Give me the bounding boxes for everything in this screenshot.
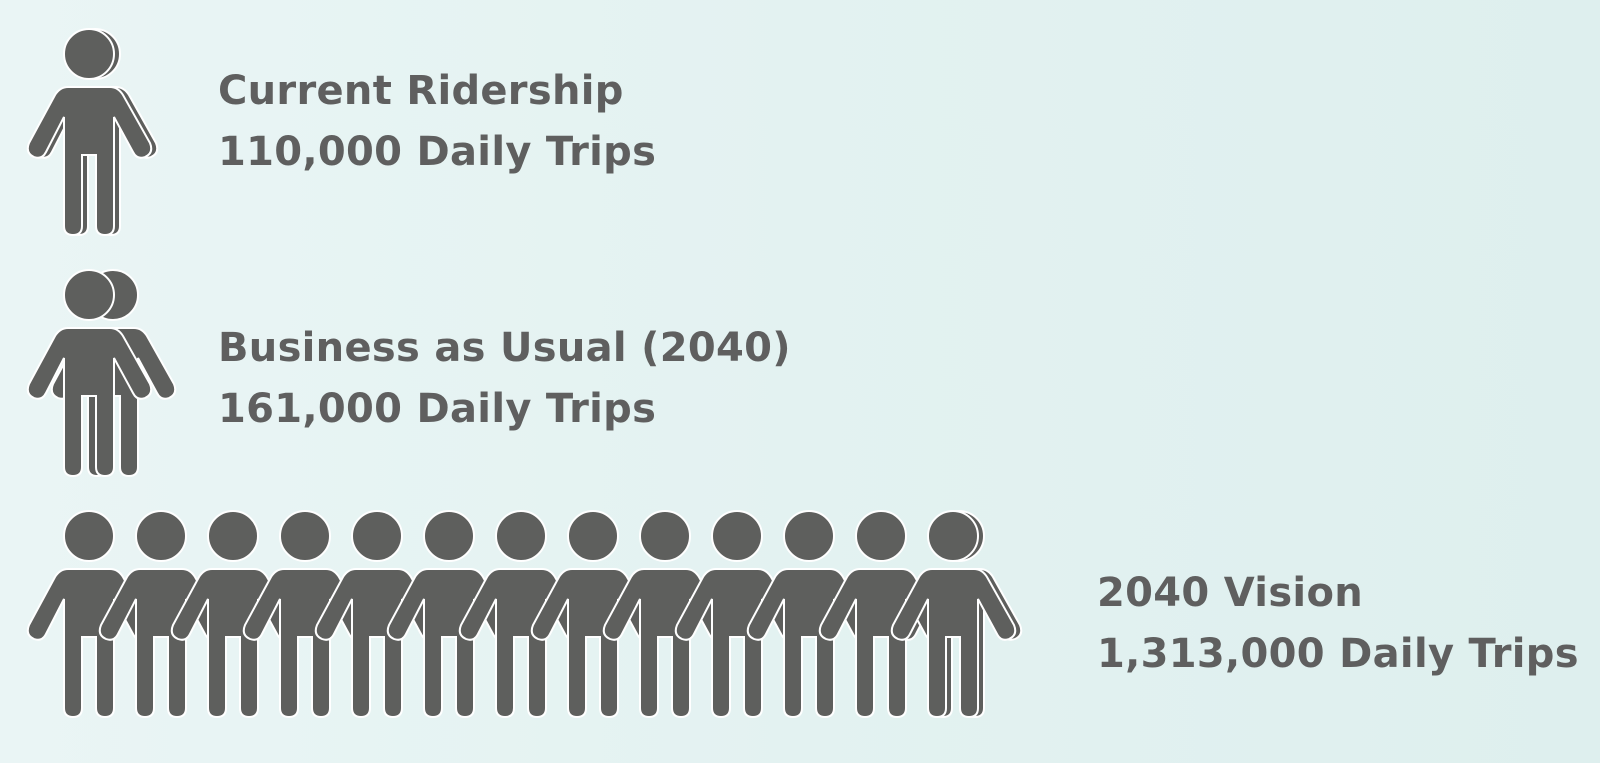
person-icon <box>530 510 657 718</box>
series-value-2040-vision: 1,313,000 Daily Trips <box>1097 631 1579 677</box>
person-icon <box>98 510 225 718</box>
series-name-business-as-usual: Business as Usual (2040) <box>218 325 791 371</box>
series-value-current: 110,000 Daily Trips <box>218 129 657 175</box>
person-icon <box>746 510 873 718</box>
person-icon <box>602 510 729 718</box>
person-icon <box>818 510 945 718</box>
person-icon <box>458 510 585 718</box>
series-name-2040-vision: 2040 Vision <box>1097 570 1363 616</box>
row-label-2040-vision: 2040 Vision 1,313,000 Daily Trips <box>1097 563 1579 685</box>
series-name-current: Current Ridership <box>218 68 624 114</box>
person-icon <box>890 510 1017 718</box>
person-icon <box>242 510 369 718</box>
pictograph-row-2 <box>26 510 1023 718</box>
person-icon <box>170 510 297 718</box>
person-icon <box>314 510 441 718</box>
person-icon <box>674 510 801 718</box>
pictograph-row-0 <box>26 28 159 236</box>
person-icon <box>26 510 153 718</box>
row-label-current: Current Ridership 110,000 Daily Trips <box>218 61 656 183</box>
row-label-business-as-usual: Business as Usual (2040) 161,000 Daily T… <box>218 318 791 440</box>
person-icon <box>386 510 513 718</box>
series-value-business-as-usual: 161,000 Daily Trips <box>218 386 657 432</box>
pictograph-row-1 <box>26 269 177 477</box>
person-icon <box>26 28 153 236</box>
